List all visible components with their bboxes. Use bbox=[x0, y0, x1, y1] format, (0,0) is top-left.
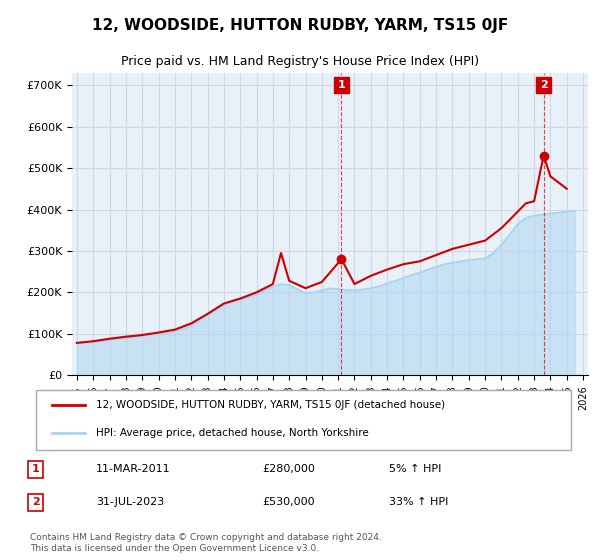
Text: £530,000: £530,000 bbox=[262, 497, 314, 507]
Text: 1: 1 bbox=[32, 464, 40, 474]
Text: 1: 1 bbox=[338, 80, 346, 90]
Text: 33% ↑ HPI: 33% ↑ HPI bbox=[389, 497, 448, 507]
Text: HPI: Average price, detached house, North Yorkshire: HPI: Average price, detached house, Nort… bbox=[96, 428, 369, 438]
FancyBboxPatch shape bbox=[35, 390, 571, 450]
Text: 2: 2 bbox=[540, 80, 547, 90]
Text: 5% ↑ HPI: 5% ↑ HPI bbox=[389, 464, 441, 474]
Text: 12, WOODSIDE, HUTTON RUDBY, YARM, TS15 0JF (detached house): 12, WOODSIDE, HUTTON RUDBY, YARM, TS15 0… bbox=[96, 400, 445, 410]
Text: 2: 2 bbox=[32, 497, 40, 507]
Text: 12, WOODSIDE, HUTTON RUDBY, YARM, TS15 0JF: 12, WOODSIDE, HUTTON RUDBY, YARM, TS15 0… bbox=[92, 18, 508, 33]
Text: 31-JUL-2023: 31-JUL-2023 bbox=[96, 497, 164, 507]
Text: Price paid vs. HM Land Registry's House Price Index (HPI): Price paid vs. HM Land Registry's House … bbox=[121, 55, 479, 68]
Text: 11-MAR-2011: 11-MAR-2011 bbox=[96, 464, 171, 474]
Text: Contains HM Land Registry data © Crown copyright and database right 2024.
This d: Contains HM Land Registry data © Crown c… bbox=[30, 533, 382, 553]
Text: £280,000: £280,000 bbox=[262, 464, 315, 474]
